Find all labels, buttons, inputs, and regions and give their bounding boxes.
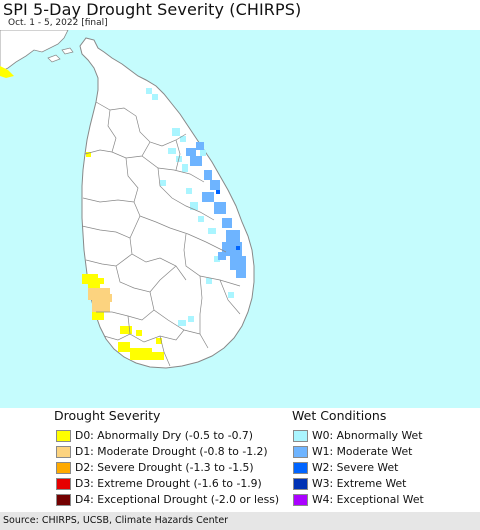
legend-label: W0: Abnormally Wet xyxy=(312,429,423,442)
page-title: SPI 5-Day Drought Severity (CHIRPS) xyxy=(3,0,302,19)
w1-swatch xyxy=(293,445,308,458)
wet-w2-cells xyxy=(216,190,240,250)
legend-label: D4: Exceptional Drought (-2.0 or less) xyxy=(75,493,280,506)
legend-label: W2: Severe Wet xyxy=(312,461,399,474)
w2-swatch xyxy=(293,461,308,474)
map-area[interactable] xyxy=(0,30,480,408)
district-borders xyxy=(81,101,241,367)
drought-legend-heading: Drought Severity xyxy=(54,408,161,423)
legend-label: D0: Abnormally Dry (-0.5 to -0.7) xyxy=(75,429,253,442)
d4-swatch xyxy=(56,493,71,506)
legend: Drought Severity Wet Conditions D0: Abno… xyxy=(0,408,480,512)
wet-legend-heading: Wet Conditions xyxy=(292,408,387,423)
wet-w1-cells xyxy=(186,142,246,278)
footer: Source: CHIRPS, UCSB, Climate Hazards Ce… xyxy=(0,512,480,530)
legend-item-w1: W1: Moderate Wet xyxy=(293,444,412,459)
d3-swatch xyxy=(56,477,71,490)
w0-swatch xyxy=(293,429,308,442)
legend-label: W3: Extreme Wet xyxy=(312,477,407,490)
legend-label: D2: Severe Drought (-1.3 to -1.5) xyxy=(75,461,254,474)
legend-label: W1: Moderate Wet xyxy=(312,445,413,458)
w3-swatch xyxy=(293,477,308,490)
d1-swatch xyxy=(56,445,71,458)
india-coast xyxy=(0,30,69,73)
legend-item-d2: D2: Severe Drought (-1.3 to -1.5) xyxy=(56,460,254,475)
legend-item-w3: W3: Extreme Wet xyxy=(293,476,406,491)
legend-label: D1: Moderate Drought (-0.8 to -1.2) xyxy=(75,445,268,458)
island xyxy=(61,47,74,55)
d0-swatch xyxy=(56,429,71,442)
legend-label: D3: Extreme Drought (-1.6 to -1.9) xyxy=(75,477,262,490)
legend-item-d4: D4: Exceptional Drought (-2.0 or less) xyxy=(56,492,279,507)
sri-lanka-land xyxy=(79,37,255,369)
legend-item-d3: D3: Extreme Drought (-1.6 to -1.9) xyxy=(56,476,262,491)
island xyxy=(47,54,61,63)
legend-item-w4: W4: Exceptional Wet xyxy=(293,492,424,507)
legend-item-d0: D0: Abnormally Dry (-0.5 to -0.7) xyxy=(56,428,253,443)
w4-swatch xyxy=(293,493,308,506)
sri-lanka-map[interactable] xyxy=(0,30,480,408)
source-credit: Source: CHIRPS, UCSB, Climate Hazards Ce… xyxy=(3,515,229,526)
drought-d1-cells xyxy=(88,288,112,312)
legend-label: W4: Exceptional Wet xyxy=(312,493,424,506)
india-dry-patch xyxy=(0,66,14,78)
legend-item-d1: D1: Moderate Drought (-0.8 to -1.2) xyxy=(56,444,268,459)
page-subtitle: Oct. 1 - 5, 2022 [final] xyxy=(8,18,108,28)
d2-swatch xyxy=(56,461,71,474)
title-bar: SPI 5-Day Drought Severity (CHIRPS) Oct.… xyxy=(0,0,480,30)
legend-item-w2: W2: Severe Wet xyxy=(293,460,398,475)
legend-item-w0: W0: Abnormally Wet xyxy=(293,428,422,443)
